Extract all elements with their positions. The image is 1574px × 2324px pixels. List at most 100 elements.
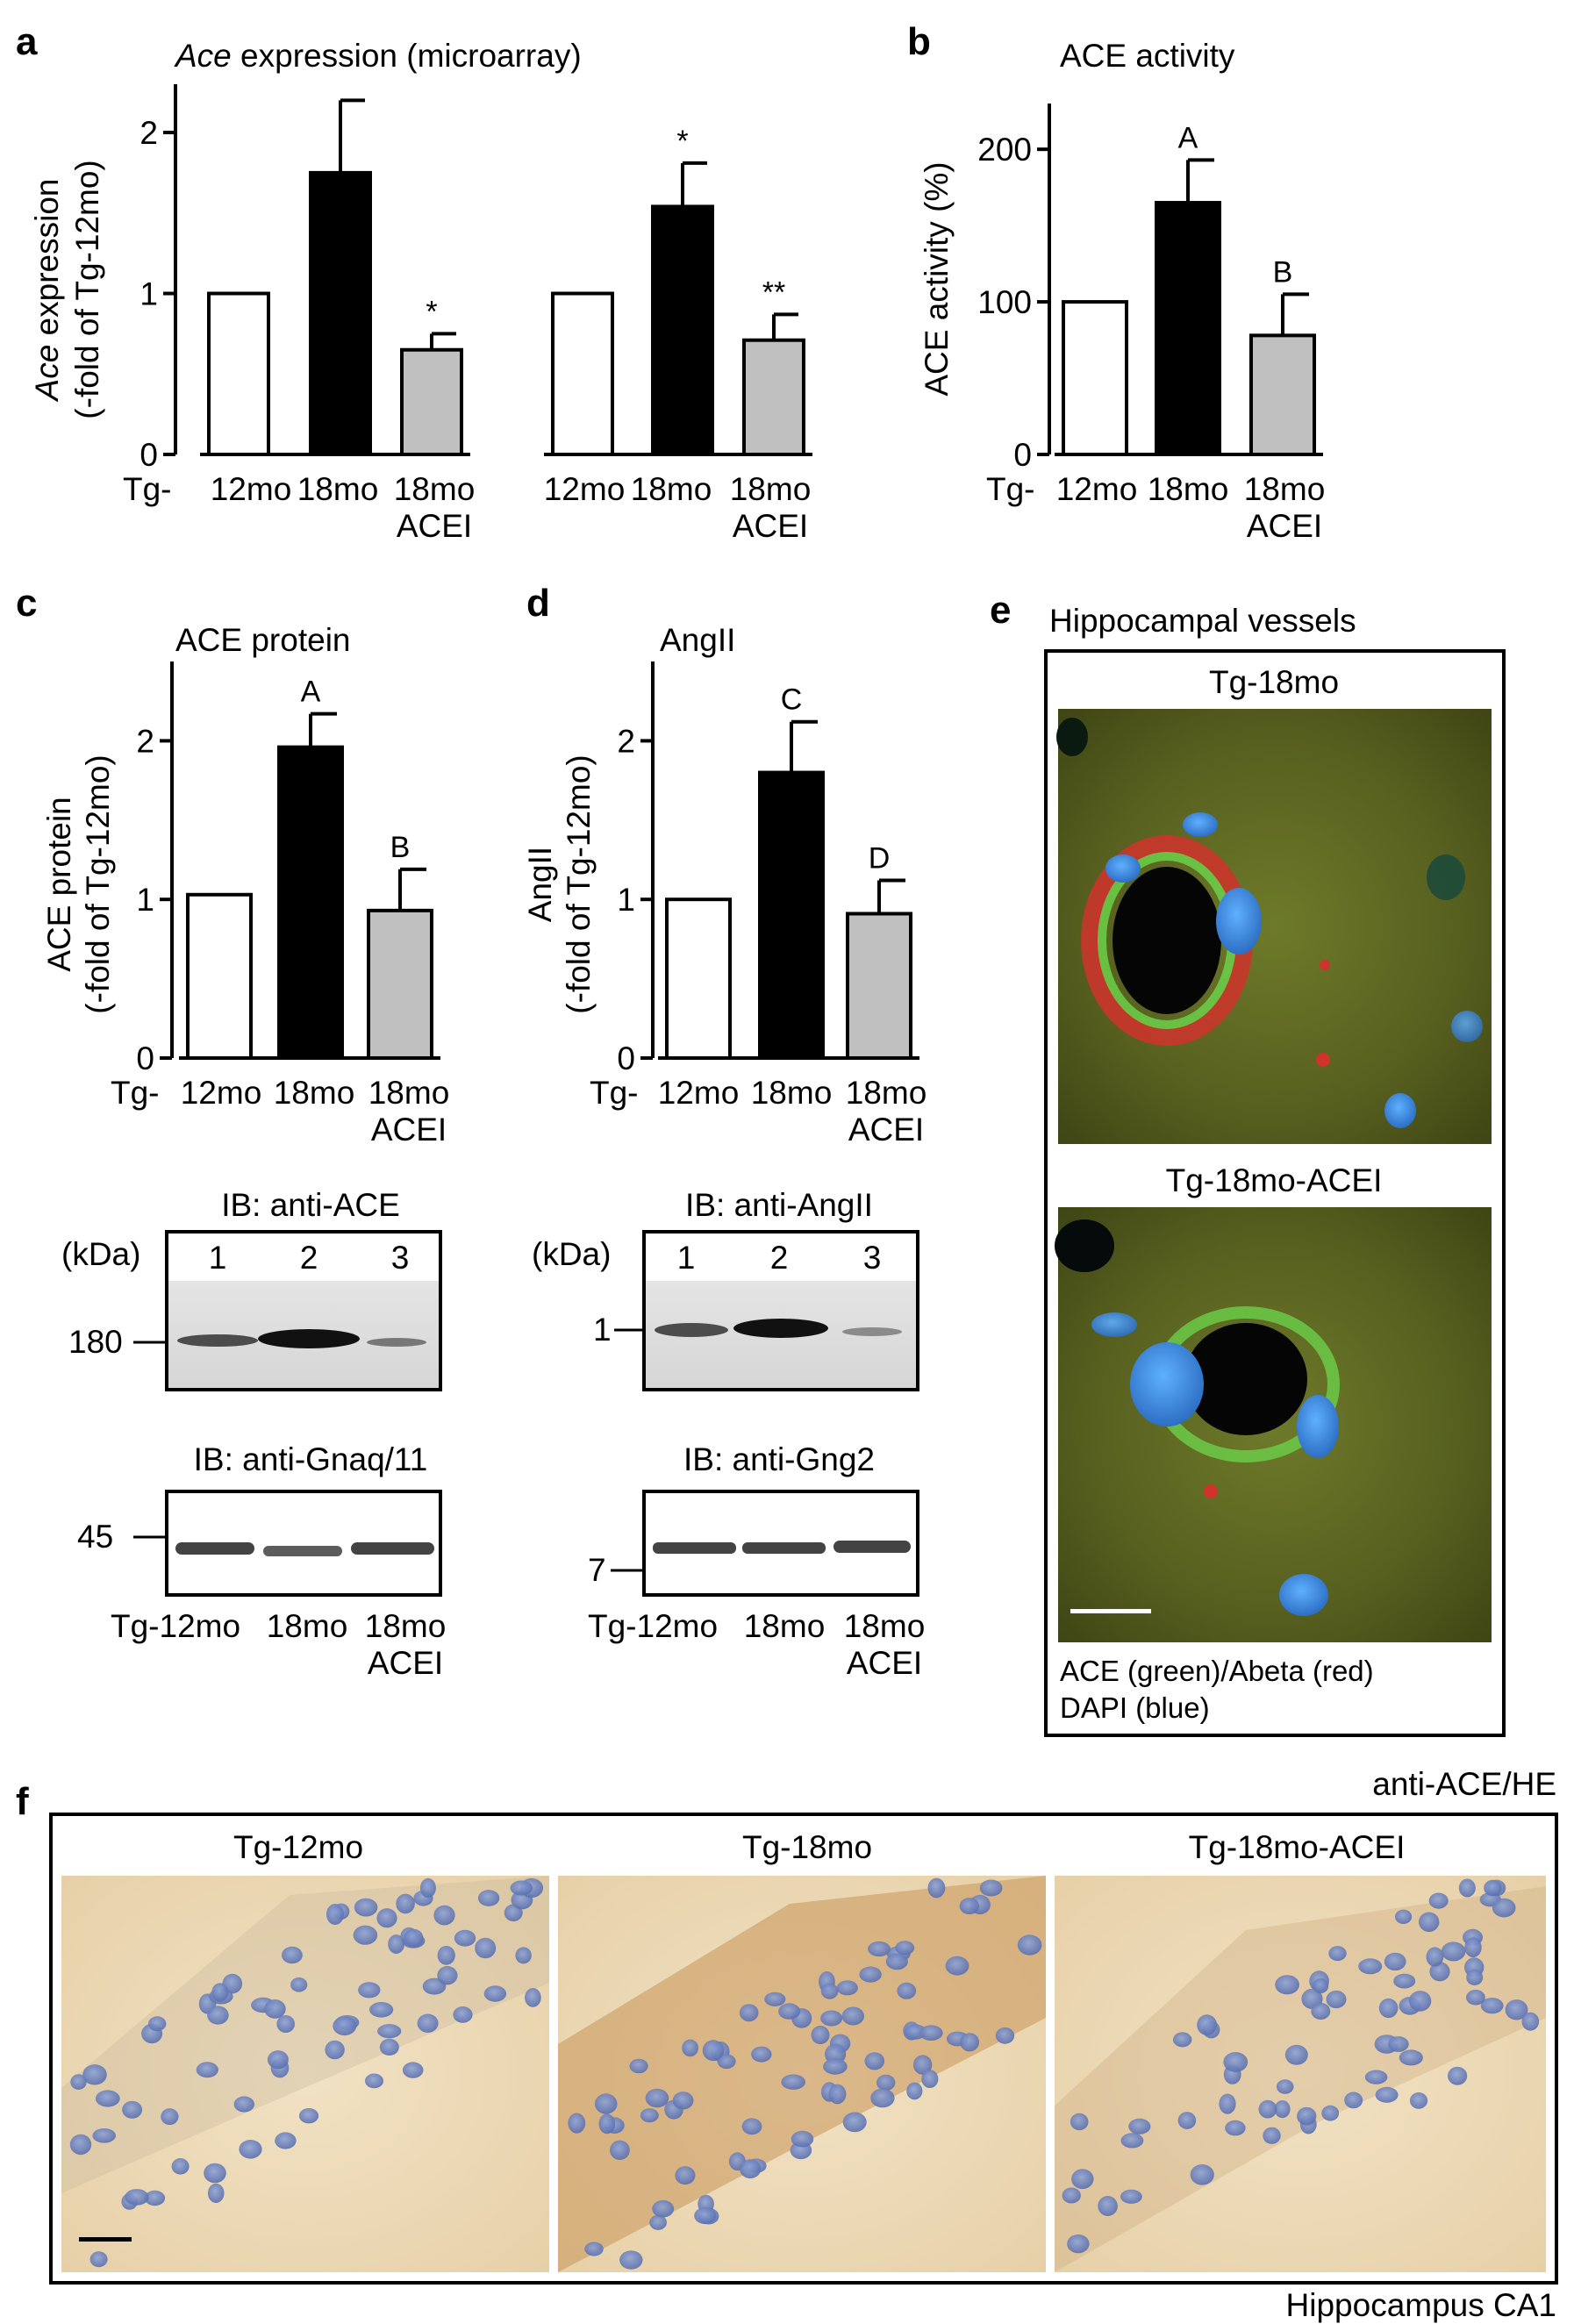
ihc-nucleus: [417, 2013, 439, 2033]
ihc-nucleus: [125, 2189, 149, 2206]
ihc-nucleus: [1225, 2120, 1246, 2136]
panel-a2-bar-2: [651, 204, 714, 456]
ihc-nucleus: [515, 1947, 532, 1964]
panel-c-ytick-label-1: 1: [136, 882, 154, 918]
if-image-2-red-dot: [1204, 1484, 1218, 1498]
ihc-nucleus: [437, 1945, 455, 1965]
panel-d-x-tg: Tg-: [590, 1075, 639, 1111]
panel-a-ylabel-2: (-fold of Tg-12mo): [69, 160, 105, 418]
blot-c-bottom-band-3: [351, 1542, 434, 1555]
blot-c-marker-45: 45: [77, 1519, 113, 1555]
ihc-nucleus: [1017, 1934, 1042, 1956]
ihc-nucleus: [740, 2159, 762, 2179]
if-image-2-lumen: [1184, 1323, 1307, 1435]
panel-b-sig-3: B: [1273, 255, 1293, 289]
ihc-nucleus: [1098, 2196, 1118, 2216]
panel-b-ytick-label-100: 100: [977, 284, 1032, 320]
panel-f-img2-title: Tg-18mo: [742, 1829, 872, 1865]
ihc-nucleus: [354, 1898, 378, 1917]
ihc-image-2-nuclei: [568, 1877, 1042, 2270]
panel-f-frame: [49, 1813, 1558, 2285]
ihc-nucleus: [475, 1937, 497, 1959]
panel-c-x-acei: ACEI: [371, 1112, 447, 1148]
ihc-nucleus: [267, 2050, 289, 2070]
ihc-nucleus: [1429, 1962, 1450, 1982]
ihc-nucleus: [702, 2040, 725, 2062]
blot-d-lane-2: 2: [770, 1240, 789, 1276]
ihc-nucleus: [1326, 1990, 1347, 2009]
panel-d-sig-2: C: [781, 683, 803, 717]
ihc-nucleus: [89, 2251, 108, 2268]
if-image-2-nucleus-3: [1091, 1312, 1137, 1337]
ihc-nucleus: [751, 2046, 772, 2063]
ihc-nucleus: [979, 1879, 1003, 1897]
blot-c-x-18mo: 18mo: [267, 1608, 348, 1644]
ihc-nucleus: [945, 1956, 969, 1976]
panel-d-ytick-label-2: 2: [617, 723, 635, 759]
blot-c-top-band-3: [367, 1338, 426, 1347]
ihc-nucleus: [1067, 2234, 1090, 2254]
blot-c-top-title: IB: anti-ACE: [221, 1187, 400, 1223]
blot-c-top-band-1: [177, 1334, 258, 1347]
ihc-nucleus: [1321, 2105, 1340, 2121]
ihc-nucleus: [388, 1934, 404, 1954]
panel-a1-bar-2: [309, 170, 372, 456]
blot-c-kda: (kDa): [61, 1236, 140, 1272]
ihc-nucleus: [823, 2058, 848, 2075]
ihc-nucleus: [841, 2006, 864, 2026]
ihc-nucleus: [675, 2166, 696, 2185]
panel-e-img1-title: Tg-18mo: [1209, 664, 1339, 700]
blot-d-kda: (kDa): [532, 1236, 611, 1272]
ihc-nucleus: [477, 1890, 500, 1906]
ihc-nucleus: [1070, 2113, 1089, 2131]
ihc-nucleus: [895, 1941, 915, 1956]
ihc-nucleus: [906, 2082, 923, 2100]
if-image-1-nucleus-3: [1183, 812, 1218, 837]
ihc-nucleus: [92, 2128, 116, 2143]
ihc-nucleus: [282, 1946, 303, 1964]
ihc-nucleus: [483, 1985, 507, 2002]
if-image-1-red-dot-2: [1320, 960, 1330, 970]
ihc-nucleus: [1492, 1898, 1516, 1918]
ihc-nucleus: [1276, 2079, 1294, 2094]
ihc-nucleus: [122, 2100, 143, 2119]
ihc-nucleus: [885, 1953, 908, 1970]
ihc-nucleus: [525, 1988, 541, 2007]
ihc-nucleus: [1426, 1947, 1444, 1967]
ihc-nucleus: [1223, 2052, 1248, 2072]
ihc-nucleus: [1480, 1998, 1504, 2014]
panel-c-x-tg: Tg-: [111, 1075, 160, 1111]
ihc-nucleus: [1197, 2014, 1217, 2035]
ihc-nucleus: [864, 2052, 885, 2070]
ihc-nucleus: [1521, 2012, 1540, 2031]
ihc-nucleus: [419, 1877, 436, 1899]
panel-c-sig-3: B: [390, 831, 411, 864]
if-image-1-red-dot-1: [1316, 1053, 1330, 1067]
blot-d-x-tg12: Tg-12mo: [588, 1608, 718, 1644]
blot-d-bottom-title: IB: anti-Gng2: [683, 1441, 875, 1477]
panel-d-bar-2: [758, 770, 825, 1060]
blot-d-bottom-band-2: [742, 1542, 826, 1554]
blot-c-x-acei: ACEI: [368, 1645, 443, 1681]
panel-d-label: d: [526, 582, 550, 625]
panel-a-ylabel: Ace expression: [29, 179, 65, 403]
panel-f-top-right: anti-ACE/HE: [1372, 1766, 1556, 1802]
blot-c-x-18mob: 18mo: [365, 1608, 447, 1644]
panel-b-bars: AB: [1055, 121, 1323, 457]
panel-f-image-tg18mo: [558, 1876, 1046, 2272]
ihc-nucleus: [70, 2074, 87, 2090]
panel-f-label: f: [16, 1780, 29, 1823]
ihc-nucleus: [422, 1977, 447, 1995]
panel-f-image-tg12mo: [61, 1876, 549, 2272]
ihc-nucleus: [1441, 1941, 1466, 1962]
panel-c-x-12mo: 12mo: [181, 1075, 262, 1111]
ihc-nucleus: [396, 1893, 415, 1914]
panel-c-x-18mob: 18mo: [368, 1075, 450, 1111]
ihc-nucleus: [207, 2183, 225, 2203]
panel-e-image-tg18mo-acei: [1055, 1207, 1492, 1642]
ihc-nucleus: [919, 2025, 943, 2041]
panel-a1-sig-3: *: [426, 295, 437, 328]
panel-b-x-tg: Tg-: [986, 471, 1035, 507]
ihc-nucleus: [1399, 2049, 1423, 2066]
